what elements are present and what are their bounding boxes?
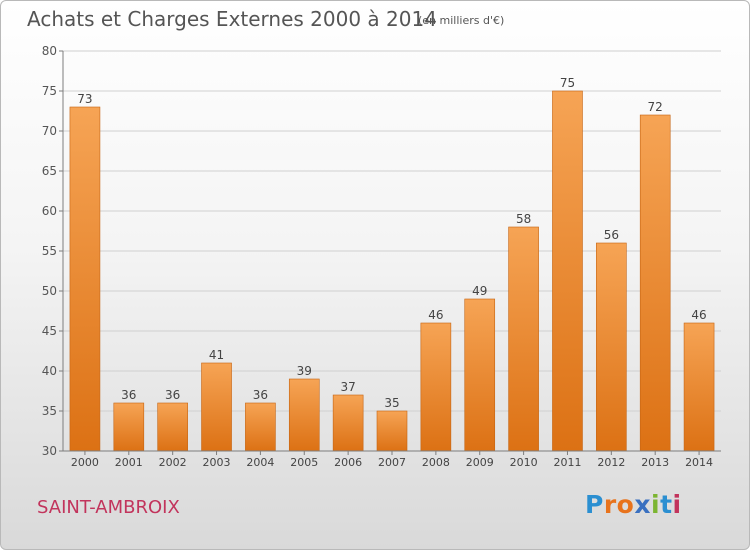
data-label: 36 — [121, 388, 136, 402]
x-tick-label: 2011 — [553, 456, 581, 469]
logo-letter: x — [634, 490, 651, 519]
x-tick-label: 2014 — [685, 456, 713, 469]
data-label: 49 — [472, 284, 487, 298]
bar — [683, 322, 715, 452]
x-tick-label: 2009 — [466, 456, 494, 469]
x-tick-label: 2000 — [71, 456, 99, 469]
y-tick-label: 45 — [42, 324, 57, 338]
data-label: 36 — [165, 388, 180, 402]
logo-letter: i — [672, 490, 682, 519]
y-tick-label: 55 — [42, 244, 57, 258]
logo-letter: r — [603, 490, 617, 519]
y-tick-label: 65 — [42, 164, 57, 178]
bar — [288, 378, 320, 452]
x-tick-label: 2012 — [597, 456, 625, 469]
data-label: 46 — [691, 308, 706, 322]
proxiti-logo: Proxiti — [585, 490, 682, 519]
bar — [376, 410, 408, 452]
x-tick-label: 2001 — [115, 456, 143, 469]
x-tick-label: 2006 — [334, 456, 362, 469]
x-tick-label: 2005 — [290, 456, 318, 469]
data-label: 75 — [560, 76, 575, 90]
data-label: 41 — [209, 348, 224, 362]
bar — [113, 402, 145, 452]
bar — [552, 90, 583, 452]
x-tick-label: 2004 — [246, 456, 274, 469]
y-tick-label: 60 — [42, 204, 57, 218]
data-label: 35 — [384, 396, 399, 410]
data-label: 58 — [516, 212, 531, 226]
bar — [157, 402, 188, 452]
y-tick-label: 70 — [42, 124, 57, 138]
x-tick-label: 2002 — [159, 456, 187, 469]
logo-letter: P — [585, 490, 604, 519]
chart-subtitle: (en milliers d'€) — [418, 14, 505, 27]
bar — [420, 322, 452, 452]
y-tick-label: 35 — [42, 404, 57, 418]
data-label: 73 — [77, 92, 92, 106]
data-label: 56 — [604, 228, 619, 242]
chart-title: Achats et Charges Externes 2000 à 2014 — [27, 7, 437, 31]
bar — [69, 106, 101, 452]
logo-letter: t — [660, 490, 673, 519]
data-label: 46 — [428, 308, 443, 322]
bar — [508, 226, 539, 452]
x-tick-label: 2010 — [510, 456, 538, 469]
y-tick-label: 75 — [42, 84, 57, 98]
logo-letter: o — [616, 490, 635, 519]
bar — [639, 114, 671, 452]
x-tick-label: 2008 — [422, 456, 450, 469]
bar — [201, 362, 232, 452]
bar — [332, 394, 364, 452]
data-label: 36 — [253, 388, 268, 402]
bar — [464, 298, 496, 452]
y-tick-label: 30 — [42, 444, 57, 458]
bar — [245, 402, 276, 452]
bar — [596, 242, 627, 452]
x-tick-label: 2007 — [378, 456, 406, 469]
logo-letter: i — [651, 490, 661, 519]
data-label: 72 — [648, 100, 663, 114]
data-label: 39 — [297, 364, 312, 378]
data-label: 37 — [340, 380, 355, 394]
x-tick-label: 2013 — [641, 456, 669, 469]
x-tick-label: 2003 — [203, 456, 231, 469]
y-tick-label: 40 — [42, 364, 57, 378]
place-name: SAINT-AMBROIX — [37, 497, 180, 518]
y-tick-label: 50 — [42, 284, 57, 298]
y-tick-label: 80 — [42, 44, 57, 58]
